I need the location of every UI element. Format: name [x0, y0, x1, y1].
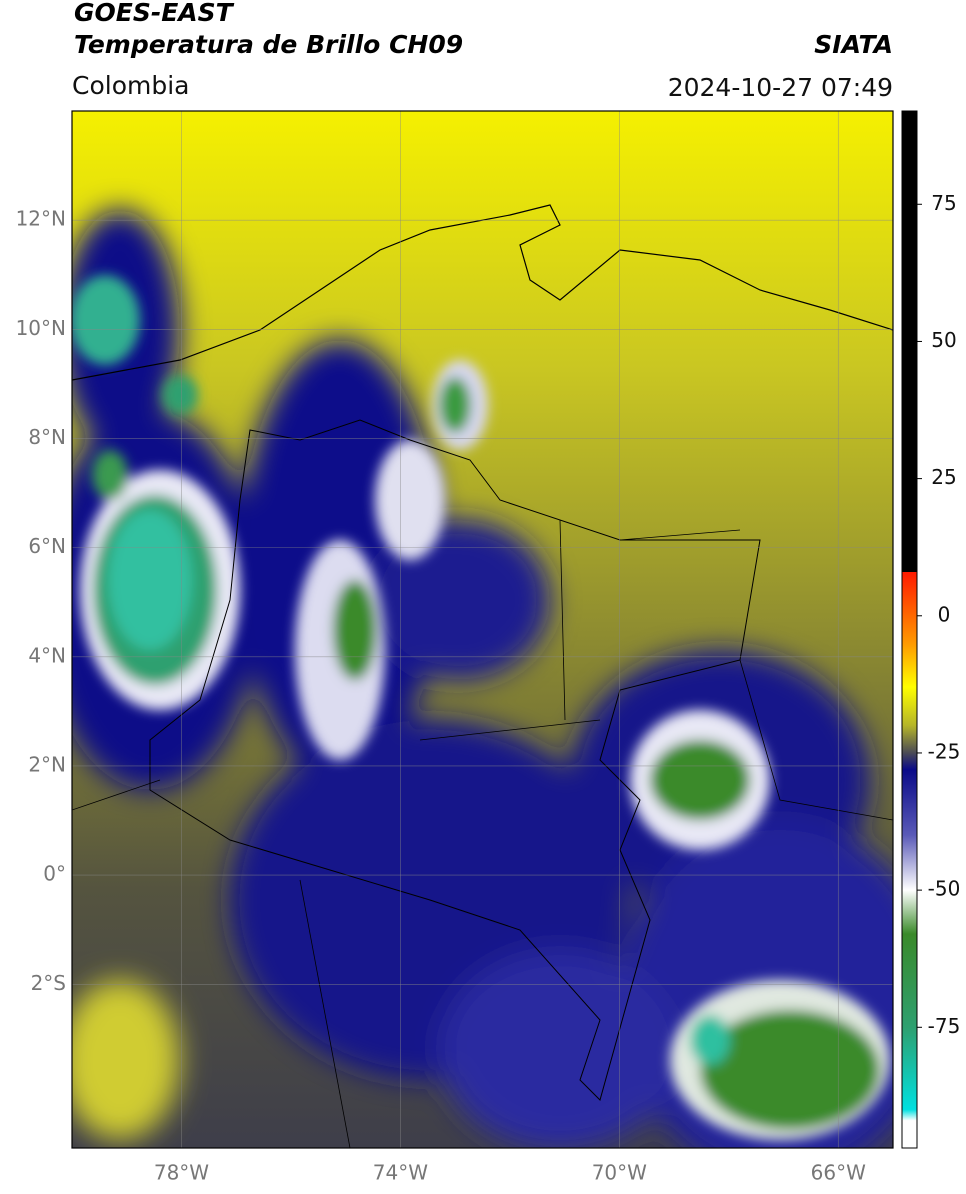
source: SIATA [814, 30, 893, 59]
colorbar-tick-label: 75 [931, 191, 956, 215]
colorbar-tick-label: -50 [928, 877, 961, 901]
map-frame [71, 110, 894, 1149]
colorbar-tick-label: -75 [928, 1014, 961, 1038]
colorbar-tick-label: 50 [931, 328, 956, 352]
colorbar-tick-label: 25 [931, 465, 956, 489]
x-tick-label: 70°W [592, 1161, 647, 1185]
x-tick-label: 78°W [154, 1161, 209, 1185]
x-tick-label: 74°W [373, 1161, 428, 1185]
y-tick-label: 4°N [28, 643, 66, 667]
y-tick-label: 10°N [16, 316, 66, 340]
y-tick-label: 2°N [28, 752, 66, 776]
region: Colombia [72, 71, 189, 100]
satellite-image [72, 111, 893, 1148]
grid [72, 111, 893, 1148]
colorbar-tick-label: -25 [928, 739, 961, 763]
datetime: 2024-10-27 07:49 [668, 73, 893, 102]
colorbar-scale [901, 110, 918, 1149]
y-tick-label: 2°S [31, 971, 66, 995]
y-tick-label: 6°N [28, 534, 66, 558]
x-tick-label: 66°W [811, 1161, 866, 1185]
y-tick-label: 0° [43, 862, 66, 886]
title: GOES-EAST [74, 0, 235, 27]
y-tick-label: 12°N [16, 207, 66, 231]
subtitle: Temperatura de Brillo CH09 [74, 30, 463, 59]
colorbar-tick-label: 0 [938, 602, 951, 626]
colorbar: 75 50 25 0 -25 -50 -75 [901, 110, 961, 1149]
y-tick-label: 8°N [28, 425, 66, 449]
